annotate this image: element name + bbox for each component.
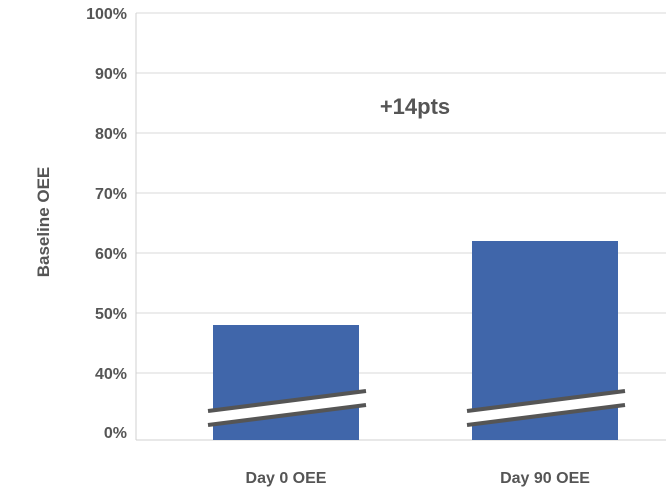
x-tick-label: Day 90 OEE [500, 470, 590, 487]
axis-break-line [466, 389, 626, 413]
y-tick-label: 90% [95, 66, 127, 83]
delta-annotation: +14pts [380, 94, 450, 119]
x-tick-label: Day 0 OEE [246, 470, 327, 487]
y-tick-label: 0% [104, 425, 127, 442]
y-tick-label: 50% [95, 306, 127, 323]
x-axis-ticks: Day 0 OEE Day 90 OEE [246, 470, 591, 487]
bars [207, 241, 626, 440]
axis-break-line [207, 389, 367, 413]
gridlines [136, 12, 666, 374]
y-axis-ticks: 0% 40% 50% 60% 70% 80% 90% 100% [86, 6, 127, 442]
y-tick-label: 40% [95, 366, 127, 383]
axis-break-line [207, 403, 367, 427]
y-tick-label: 80% [95, 126, 127, 143]
y-tick-label: 100% [86, 6, 127, 23]
y-tick-label: 70% [95, 186, 127, 203]
y-axis-label: Baseline OEE [34, 167, 53, 278]
axis-break-line [466, 403, 626, 427]
axis-break-gap [208, 391, 366, 424]
axis-break-gap [467, 391, 625, 424]
y-tick-label: 60% [95, 246, 127, 263]
